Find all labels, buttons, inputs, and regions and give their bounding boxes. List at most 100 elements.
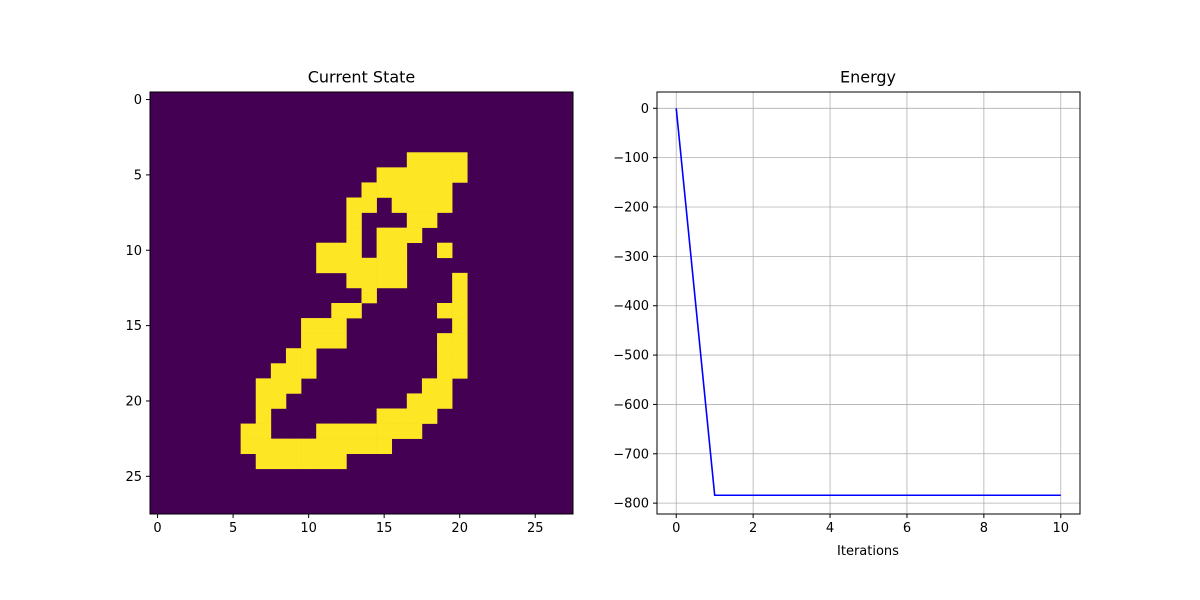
heatmap-cell	[452, 272, 468, 289]
heatmap-cell	[391, 408, 408, 424]
x-tick-label: 15	[376, 521, 393, 536]
y-tick-label: 0	[134, 93, 142, 108]
heatmap-cell	[301, 348, 317, 364]
heatmap-cell	[437, 363, 453, 379]
heatmap-cell	[255, 378, 272, 394]
heatmap-cell	[240, 423, 257, 439]
heatmap-cell	[437, 167, 453, 183]
energy-title: Energy	[840, 68, 896, 87]
heatmap-frame	[149, 91, 574, 515]
heatmap-cell	[301, 318, 317, 334]
heatmap-cell	[346, 272, 362, 289]
heatmap-cell	[391, 272, 408, 289]
heatmap-cell	[301, 333, 317, 349]
heatmap-cell	[316, 453, 332, 470]
heatmap-cell	[406, 408, 423, 424]
heatmap-cell	[406, 152, 423, 168]
x-tick-label: 6	[903, 521, 911, 536]
heatmap-cell	[391, 423, 408, 439]
heatmap-cell	[255, 438, 272, 455]
heatmap-cell	[346, 227, 362, 244]
heatmap-cell	[421, 167, 438, 183]
heatmap-cell	[255, 408, 272, 424]
x-tick-label: 0	[153, 521, 161, 536]
heatmap-cell	[437, 378, 453, 394]
energy-panel: Energy 0 2 4 6 8 10 0 −100 −200 −300 −400 −500 −600…	[613, 68, 1081, 559]
heatmap-cell	[391, 182, 408, 198]
heatmap-cell	[376, 272, 393, 289]
heatmap-cell	[376, 423, 393, 439]
x-tick-label: 20	[451, 521, 468, 536]
heatmap-cell	[437, 303, 453, 319]
x-tick-label: 10	[300, 521, 317, 536]
heatmap-cell	[285, 363, 302, 379]
heatmap-cell	[346, 303, 362, 319]
heatmap-cell	[376, 257, 393, 274]
heatmap-cell	[316, 423, 332, 439]
heatmap-cell	[361, 257, 377, 274]
heatmap-cell	[452, 303, 468, 319]
energy-frame	[656, 91, 1081, 515]
heatmap-cell	[406, 197, 423, 213]
heatmap-cell	[331, 242, 347, 259]
energy-line	[675, 108, 1061, 497]
heatmap-cell	[255, 453, 272, 470]
heatmap-cell	[452, 152, 468, 168]
heatmap-cell	[301, 438, 317, 455]
heatmap-cell	[270, 453, 287, 470]
heatmap-cell	[452, 167, 468, 183]
heatmap-x-axis: 0 5 10 15 20 25	[153, 514, 544, 536]
energy-grid	[657, 92, 1080, 514]
heatmap-cell	[346, 438, 362, 455]
heatmap-cell	[406, 227, 423, 244]
heatmap-cell	[361, 287, 377, 304]
heatmap-cell	[361, 272, 377, 289]
heatmap-cell	[421, 152, 438, 168]
heatmap-cell	[406, 182, 423, 198]
heatmap-cell	[316, 333, 332, 349]
heatmap-cell	[316, 242, 332, 259]
heatmap-cell	[270, 378, 287, 394]
heatmap-cell	[331, 438, 347, 455]
heatmap-cell	[452, 363, 468, 379]
energy-x-axis: 0 2 4 6 8 10	[672, 514, 1069, 536]
heatmap-cell	[331, 333, 347, 349]
y-tick-label: −500	[613, 349, 649, 364]
heatmap-cell	[391, 227, 408, 244]
energy-series	[675, 108, 1061, 497]
heatmap-cell	[421, 393, 438, 409]
energy-y-axis: 0 −100 −200 −300 −400 −500 −600 −700 −800	[613, 102, 657, 512]
y-tick-label: 5	[134, 168, 142, 183]
x-tick-label: 2	[749, 521, 757, 536]
heatmap-panel: Current State 0 5 10 15 20 25 0 5 10 15 20 25	[125, 68, 574, 536]
heatmap-cell	[437, 197, 453, 213]
y-tick-label: −200	[613, 201, 649, 216]
heatmap-cell	[331, 257, 347, 274]
y-tick-label: −100	[613, 151, 649, 166]
heatmap-cell	[285, 453, 302, 470]
heatmap-cell	[331, 303, 347, 319]
heatmap-cell	[421, 197, 438, 213]
heatmap-cell	[376, 408, 393, 424]
heatmap-cell	[285, 438, 302, 455]
heatmap-cell	[270, 393, 287, 409]
heatmap-cell	[361, 182, 377, 198]
heatmap-cells	[150, 92, 573, 514]
energy-x-label: Iterations	[837, 544, 899, 559]
heatmap-cell	[452, 318, 468, 334]
heatmap-cell	[437, 152, 453, 168]
heatmap-cell	[376, 242, 393, 259]
x-tick-label: 4	[826, 521, 834, 536]
heatmap-y-axis: 0 5 10 15 20 25	[125, 93, 150, 485]
heatmap-cell	[391, 242, 408, 259]
heatmap-cell	[255, 423, 272, 439]
y-tick-label: 0	[641, 102, 649, 117]
heatmap-cell	[270, 438, 287, 455]
heatmap-cell	[301, 453, 317, 470]
heatmap-cell	[406, 393, 423, 409]
heatmap-cell	[376, 438, 393, 455]
heatmap-cell	[270, 363, 287, 379]
heatmap-cell	[437, 182, 453, 198]
heatmap-cell	[346, 257, 362, 274]
